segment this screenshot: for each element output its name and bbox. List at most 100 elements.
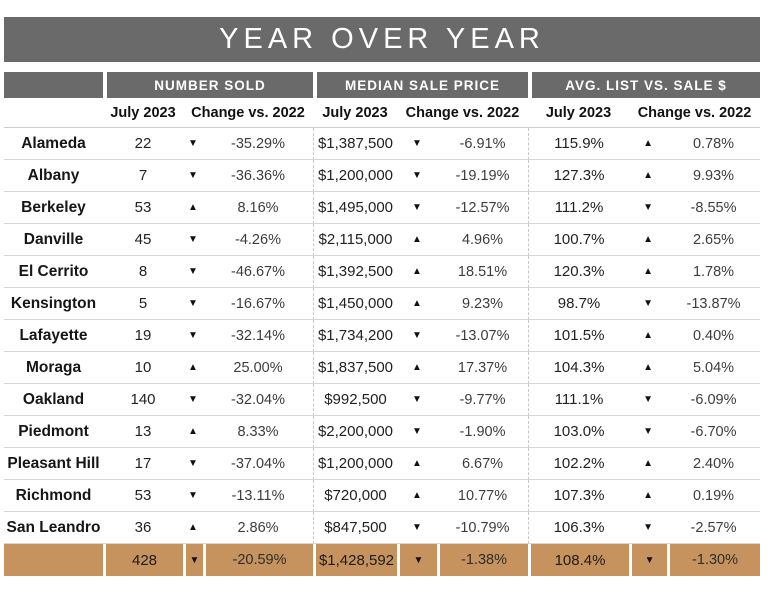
city-group-header [4, 72, 103, 98]
totals-sold-value: 428 [103, 544, 183, 576]
sold-change: -13.11% [203, 480, 313, 512]
trend-arrow-icon: ▲ [183, 352, 203, 384]
trend-arrow-icon: ▼ [397, 416, 437, 448]
totals-price-change: -1.38% [437, 544, 529, 576]
table-row: Richmond 53 ▼ -13.11% $720,000 ▲ 10.77% … [4, 480, 761, 512]
sold-value: 10 [103, 352, 183, 384]
city-cell: Kensington [4, 288, 103, 320]
price-change: 4.96% [437, 224, 529, 256]
trend-arrow-icon: ▼ [397, 192, 437, 224]
trend-arrow-icon: ▼ [183, 160, 203, 192]
city-cell: Richmond [4, 480, 103, 512]
city-cell: Lafayette [4, 320, 103, 352]
city-cell: Alameda [4, 128, 103, 160]
city-cell: Albany [4, 160, 103, 192]
totals-sold-change: -20.59% [203, 544, 313, 576]
trend-arrow-icon: ▼ [183, 288, 203, 320]
city-cell: Moraga [4, 352, 103, 384]
table-row: Piedmont 13 ▲ 8.33% $2,200,000 ▼ -1.90% … [4, 416, 761, 448]
sold-change: -46.67% [203, 256, 313, 288]
trend-arrow-icon: ▲ [397, 480, 437, 512]
table-row: Berkeley 53 ▲ 8.16% $1,495,000 ▼ -12.57%… [4, 192, 761, 224]
ratio-change: 1.78% [667, 256, 761, 288]
trend-arrow-icon: ▼ [183, 384, 203, 416]
trend-arrow-icon: ▲ [629, 320, 668, 352]
sold-change: 8.16% [203, 192, 313, 224]
price-value: $2,200,000 [313, 416, 397, 448]
table-row: Oakland 140 ▼ -32.04% $992,500 ▼ -9.77% … [4, 384, 761, 416]
ratio-change: 0.78% [667, 128, 761, 160]
city-cell: Pleasant Hill [4, 448, 103, 480]
table-row: Pleasant Hill 17 ▼ -37.04% $1,200,000 ▲ … [4, 448, 761, 480]
sold-change: -16.67% [203, 288, 313, 320]
price-value: $1,387,500 [313, 128, 397, 160]
price-change: -10.79% [437, 512, 529, 544]
table-row: San Leandro 36 ▲ 2.86% $847,500 ▼ -10.79… [4, 512, 761, 544]
trend-arrow-icon: ▼ [183, 544, 203, 576]
trend-arrow-icon: ▲ [397, 288, 437, 320]
sold-value: 13 [103, 416, 183, 448]
price-value: $720,000 [313, 480, 397, 512]
trend-arrow-icon: ▼ [397, 384, 437, 416]
price-value: $1,392,500 [313, 256, 397, 288]
ratio-change: 0.19% [667, 480, 761, 512]
trend-arrow-icon: ▲ [183, 416, 203, 448]
group-header-row: NUMBER SOLD MEDIAN SALE PRICE AVG. LIST … [4, 72, 761, 98]
price-change: -19.19% [437, 160, 529, 192]
sub-header-july-2: July 2023 [313, 98, 397, 128]
ratio-value: 104.3% [528, 352, 630, 384]
trend-arrow-icon: ▲ [183, 192, 203, 224]
table-row: Moraga 10 ▲ 25.00% $1,837,500 ▲ 17.37% 1… [4, 352, 761, 384]
ratio-value: 111.1% [528, 384, 630, 416]
trend-arrow-icon: ▲ [629, 480, 668, 512]
price-value: $1,200,000 [313, 160, 397, 192]
trend-arrow-icon: ▲ [397, 448, 437, 480]
trend-arrow-icon: ▼ [397, 320, 437, 352]
yoy-table: NUMBER SOLD MEDIAN SALE PRICE AVG. LIST … [4, 72, 761, 576]
sold-value: 53 [103, 480, 183, 512]
trend-arrow-icon: ▼ [629, 288, 668, 320]
ratio-change: 2.65% [667, 224, 761, 256]
city-cell: Oakland [4, 384, 103, 416]
trend-arrow-icon: ▲ [629, 224, 668, 256]
price-change: -13.07% [437, 320, 529, 352]
sub-header-july-1: July 2023 [103, 98, 183, 128]
ratio-value: 115.9% [528, 128, 630, 160]
ratio-change: 0.40% [667, 320, 761, 352]
ratio-value: 103.0% [528, 416, 630, 448]
ratio-change: 5.04% [667, 352, 761, 384]
trend-arrow-icon: ▲ [629, 448, 668, 480]
ratio-value: 98.7% [528, 288, 630, 320]
ratio-value: 106.3% [528, 512, 630, 544]
sold-change: -36.36% [203, 160, 313, 192]
price-change: 10.77% [437, 480, 529, 512]
ratio-change: 2.40% [667, 448, 761, 480]
trend-arrow-icon: ▼ [397, 128, 437, 160]
price-change: -6.91% [437, 128, 529, 160]
sold-change: -32.04% [203, 384, 313, 416]
trend-arrow-icon: ▲ [629, 256, 668, 288]
trend-arrow-icon: ▼ [183, 320, 203, 352]
trend-arrow-icon: ▼ [629, 416, 668, 448]
price-value: $1,837,500 [313, 352, 397, 384]
trend-arrow-icon: ▼ [629, 192, 668, 224]
price-change: -9.77% [437, 384, 529, 416]
sold-change: 25.00% [203, 352, 313, 384]
table-row: Albany 7 ▼ -36.36% $1,200,000 ▼ -19.19% … [4, 160, 761, 192]
ratio-value: 102.2% [528, 448, 630, 480]
totals-blank-cell [4, 544, 103, 576]
trend-arrow-icon: ▼ [183, 128, 203, 160]
sold-value: 8 [103, 256, 183, 288]
ratio-value: 107.3% [528, 480, 630, 512]
price-value: $1,734,200 [313, 320, 397, 352]
ratio-change: -2.57% [667, 512, 761, 544]
sold-change: 8.33% [203, 416, 313, 448]
sold-change: 2.86% [203, 512, 313, 544]
trend-arrow-icon: ▲ [397, 256, 437, 288]
trend-arrow-icon: ▲ [629, 128, 668, 160]
trend-arrow-icon: ▼ [183, 480, 203, 512]
ratio-value: 127.3% [528, 160, 630, 192]
totals-price-value: $1,428,592 [313, 544, 397, 576]
price-change: 17.37% [437, 352, 529, 384]
trend-arrow-icon: ▼ [183, 224, 203, 256]
